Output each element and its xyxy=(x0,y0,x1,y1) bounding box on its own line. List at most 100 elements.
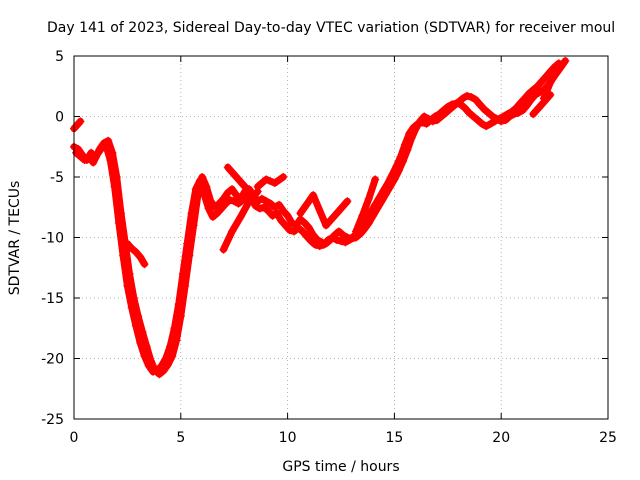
data-point xyxy=(475,100,484,109)
data-point xyxy=(243,185,252,194)
data-point xyxy=(482,122,491,131)
data-point xyxy=(191,185,200,194)
series-band xyxy=(224,163,251,193)
data-point xyxy=(238,195,247,204)
data-point xyxy=(460,104,469,113)
data-point xyxy=(430,112,439,121)
data-point xyxy=(379,186,388,195)
data-point xyxy=(467,93,476,102)
data-point xyxy=(144,361,153,370)
data-point xyxy=(435,110,444,119)
data-point xyxy=(473,116,482,125)
data-point xyxy=(315,241,324,250)
data-point xyxy=(136,338,145,347)
data-point xyxy=(281,221,290,230)
chart-title: Day 141 of 2023, Sidereal Day-to-day VTE… xyxy=(47,20,615,36)
data-point xyxy=(300,218,309,227)
data-point xyxy=(537,77,546,86)
data-point xyxy=(72,148,81,157)
data-point xyxy=(542,72,551,81)
data-point xyxy=(208,212,217,221)
data-point xyxy=(304,223,313,232)
data-point xyxy=(228,185,237,194)
data-point xyxy=(332,235,341,244)
data-point xyxy=(371,200,380,209)
data-point xyxy=(93,150,102,159)
data-point xyxy=(277,216,286,225)
data-point xyxy=(110,182,119,191)
data-point xyxy=(200,191,209,200)
data-point xyxy=(351,227,360,236)
data-point xyxy=(153,366,162,375)
series-segment-a xyxy=(123,239,149,269)
data-point xyxy=(285,226,294,235)
y-tick-label: -25 xyxy=(41,412,64,428)
data-point xyxy=(490,117,499,126)
data-point xyxy=(552,65,561,74)
data-point xyxy=(520,94,529,103)
data-point xyxy=(140,260,149,269)
data-point xyxy=(268,211,277,220)
data-point xyxy=(319,240,328,249)
data-point xyxy=(418,118,427,127)
y-tick-label: 5 xyxy=(55,49,64,65)
data-point xyxy=(477,119,486,128)
data-point xyxy=(371,175,380,184)
data-point xyxy=(221,199,230,208)
series-band xyxy=(352,175,379,235)
data-point xyxy=(375,193,384,202)
data-point xyxy=(324,235,333,244)
data-point xyxy=(422,119,431,128)
data-point xyxy=(136,252,145,261)
data-point xyxy=(140,352,149,361)
data-point xyxy=(480,105,489,114)
data-point xyxy=(270,179,279,188)
data-point xyxy=(283,211,292,220)
data-point xyxy=(290,227,299,236)
data-point xyxy=(322,221,331,230)
data-point xyxy=(236,177,245,186)
data-point xyxy=(223,163,232,172)
data-point xyxy=(529,85,538,94)
data-point xyxy=(253,182,262,191)
data-point xyxy=(213,209,222,218)
data-point xyxy=(529,110,538,119)
data-point xyxy=(236,212,245,221)
data-point xyxy=(309,231,318,240)
data-point xyxy=(561,56,570,65)
data-point xyxy=(471,95,480,104)
data-point xyxy=(443,102,452,111)
series-segment-g xyxy=(351,175,380,236)
data-point xyxy=(296,209,305,218)
data-point xyxy=(170,324,179,333)
x-tick-label: 10 xyxy=(279,430,297,446)
data-point xyxy=(302,232,311,241)
data-point xyxy=(287,218,296,227)
data-point xyxy=(262,175,271,184)
data-point xyxy=(76,152,85,161)
series-lower-track xyxy=(72,59,563,376)
y-tick-label: 0 xyxy=(55,110,64,126)
data-point xyxy=(275,200,284,209)
data-point xyxy=(343,197,352,206)
data-point xyxy=(546,78,555,87)
data-point xyxy=(279,173,288,181)
data-point xyxy=(452,99,461,108)
x-tick-label: 20 xyxy=(492,430,510,446)
data-point xyxy=(260,203,269,212)
data-point xyxy=(537,100,546,109)
series-segment-e xyxy=(253,173,288,191)
data-point xyxy=(499,112,508,121)
data-point xyxy=(76,117,85,126)
data-point xyxy=(245,197,254,206)
data-point xyxy=(97,143,106,152)
data-point xyxy=(223,188,232,197)
data-point xyxy=(157,361,166,370)
data-point xyxy=(334,227,343,236)
data-point xyxy=(463,91,472,100)
data-point xyxy=(524,89,533,98)
data-point xyxy=(535,88,544,97)
data-point xyxy=(298,227,307,236)
axis-ticks: 0 5 10 15 20 25 -25 -20 -15 -10 -5 0 5 xyxy=(41,49,617,446)
data-point xyxy=(272,209,281,218)
